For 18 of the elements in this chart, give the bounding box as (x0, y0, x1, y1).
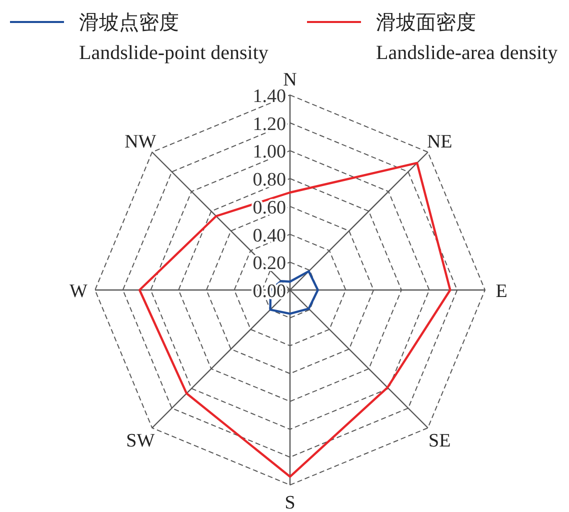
spoke-label: SW (126, 430, 155, 452)
spoke-label: E (496, 281, 508, 302)
spoke-label: SE (428, 430, 451, 452)
legend-label: 滑坡面密度 Landslide-area density (376, 12, 558, 64)
y-tick-label: 0.60 (252, 197, 286, 218)
spoke-label: NE (426, 131, 452, 152)
y-tick-label: 1.20 (252, 114, 286, 135)
spoke-label: W (69, 281, 88, 302)
y-tick-label: 0.80 (252, 170, 286, 191)
spoke-label: N (283, 69, 298, 90)
spoke-label: NW (124, 131, 156, 152)
y-tick-label: 0.40 (252, 225, 286, 246)
y-tick-label: 1.40 (252, 86, 286, 107)
y-tick-label: 1.00 (252, 142, 286, 163)
legend-item: 滑坡点密度 Landslide-point density (10, 12, 268, 64)
legend-item: 滑坡面密度 Landslide-area density (307, 12, 558, 64)
spoke-label: S (284, 492, 296, 512)
legend-label: 滑坡点密度 Landslide-point density (79, 12, 268, 64)
